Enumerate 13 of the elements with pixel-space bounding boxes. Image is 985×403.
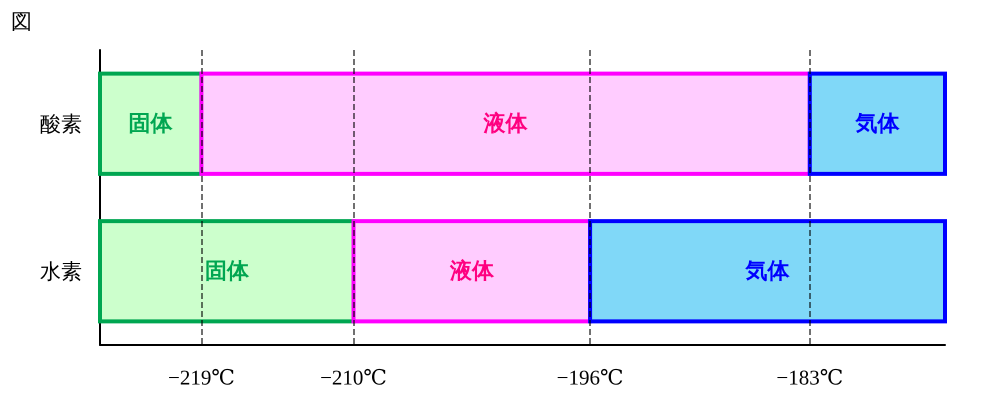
text: 液体: [484, 111, 528, 136]
series-label: 気体: [744, 258, 791, 284]
y-tick-label: 酸素: [40, 112, 82, 136]
series-label: 固体: [128, 111, 174, 136]
chart-title: 図: [11, 10, 32, 34]
text: 固体: [204, 258, 249, 284]
text: 気体: [855, 111, 900, 136]
y-tick-label: 水素: [40, 259, 82, 284]
x-tick-label: −183℃: [776, 366, 844, 390]
series-label: 液体: [448, 258, 495, 284]
x-tick-label: −210℃: [320, 366, 387, 390]
x-tick-label: −219℃: [168, 366, 235, 390]
x-tick-label: −196℃: [556, 366, 624, 390]
